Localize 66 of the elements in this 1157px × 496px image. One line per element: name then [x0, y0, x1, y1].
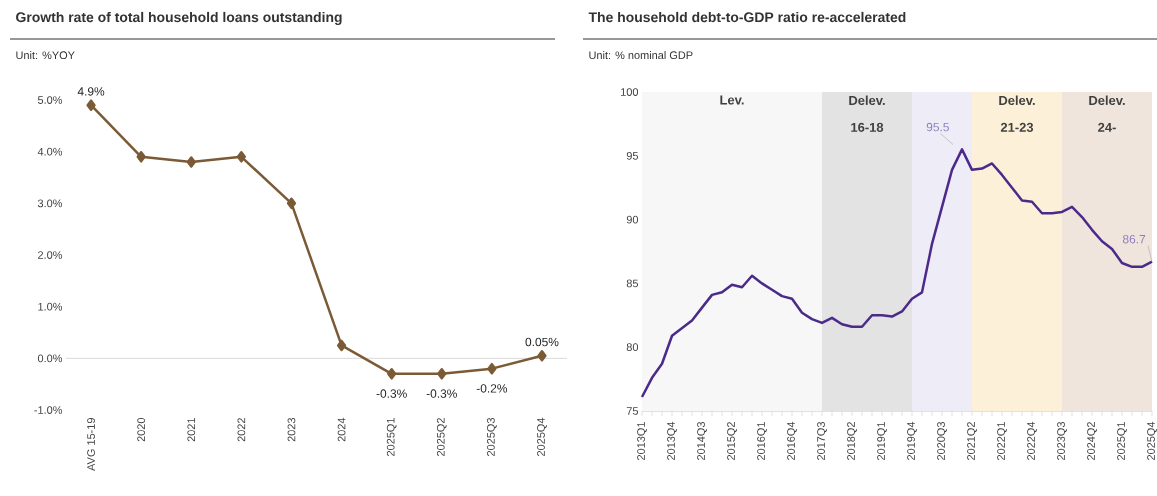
- chart-title: Growth rate of total household loans outstanding: [16, 11, 342, 25]
- point: [387, 368, 397, 380]
- point: [186, 156, 196, 168]
- x-tick-label: 2020: [137, 417, 146, 442]
- x-tick-label: 2023Q3: [1057, 422, 1067, 460]
- y-tick-label: 1.0%: [38, 302, 63, 311]
- x-tick-label: 2024: [337, 417, 346, 442]
- text: Delev. 24-: [1089, 95, 1125, 132]
- data-label: 0.05%: [525, 337, 559, 347]
- text: Delev. 16-18: [849, 95, 885, 132]
- x-tick-label: 2025Q1: [1117, 422, 1127, 460]
- x-tick-label: 2018Q2: [847, 422, 857, 460]
- y-tick-label: 3.0%: [37, 199, 63, 208]
- point: [136, 151, 146, 163]
- x-tick-label: 2020Q3: [937, 422, 947, 460]
- y-tick-label: 90: [626, 215, 639, 224]
- y-tick-label: 95: [626, 151, 639, 160]
- y-tick-label: 80: [626, 343, 639, 352]
- y-tick-label: 4.0%: [37, 147, 63, 156]
- y-tick-label: 0.0%: [37, 354, 63, 363]
- x-tick-label: 2022Q1: [997, 422, 1007, 460]
- x-tick-label: 2015Q2: [727, 422, 737, 460]
- chart-title: The household debt-to-GDP ratio re-accelerated: [588, 11, 906, 23]
- chart-subtitle: Unit: % nominal GDP: [589, 51, 693, 60]
- band-label: Lev.: [720, 95, 744, 105]
- y-tick-label: 85: [626, 279, 639, 288]
- x-tick-label: 2024Q2: [1087, 422, 1097, 460]
- x-tick-label: 2014Q3: [697, 422, 707, 460]
- annotation: 86.7: [1122, 234, 1146, 244]
- y-tick-label: 100: [621, 88, 639, 96]
- x-tick-label: 2013Q4: [667, 421, 677, 460]
- x-tick-label: 2023: [287, 418, 296, 442]
- y-tick-label: 2.0%: [38, 251, 63, 259]
- x-tick-label: 2016Q1: [757, 422, 767, 460]
- point: [336, 339, 347, 352]
- point: [487, 362, 497, 375]
- point: [286, 197, 297, 210]
- x-tick-label: 2021: [187, 418, 196, 442]
- x-tick-label: 2021Q2: [967, 422, 977, 460]
- point: [236, 151, 246, 163]
- x-tick-label: 2017Q3: [817, 422, 827, 460]
- y-tick-label: -1.0%: [34, 406, 63, 414]
- x-tick-label: 2019Q4: [907, 421, 917, 460]
- point: [437, 368, 447, 380]
- point: [537, 350, 547, 362]
- x-tick-label: 2019Q1: [877, 422, 887, 460]
- y-tick-label: 5.0%: [37, 96, 63, 104]
- x-tick-label: 2013Q1: [637, 422, 647, 460]
- chart-subtitle: Unit: %YOY: [16, 51, 75, 60]
- x-tick-label: 2022: [237, 418, 246, 442]
- annotation: 95.5: [926, 122, 949, 132]
- x-tick-label: 2016Q4: [787, 421, 797, 460]
- data-label: -0.3%: [376, 389, 407, 398]
- point: [86, 99, 96, 111]
- x-tick-label: 2025Q4: [1147, 421, 1157, 460]
- x-tick-label: 2025Q2: [436, 418, 447, 456]
- x-tick-label: AVG 15-19: [87, 418, 95, 471]
- y-tick-label: 75: [626, 407, 639, 415]
- x-tick-label: 2025Q3: [487, 418, 497, 456]
- x-tick-label: 2025Q4: [537, 417, 547, 456]
- text: Delev. 21-23: [999, 95, 1035, 132]
- data-label: -0.2%: [476, 384, 508, 393]
- x-tick-label: 2025Q1: [386, 418, 397, 456]
- data-label: -0.3%: [426, 389, 457, 398]
- x-tick-label: 2022Q4: [1027, 421, 1037, 460]
- data-label: 4.9%: [77, 87, 105, 96]
